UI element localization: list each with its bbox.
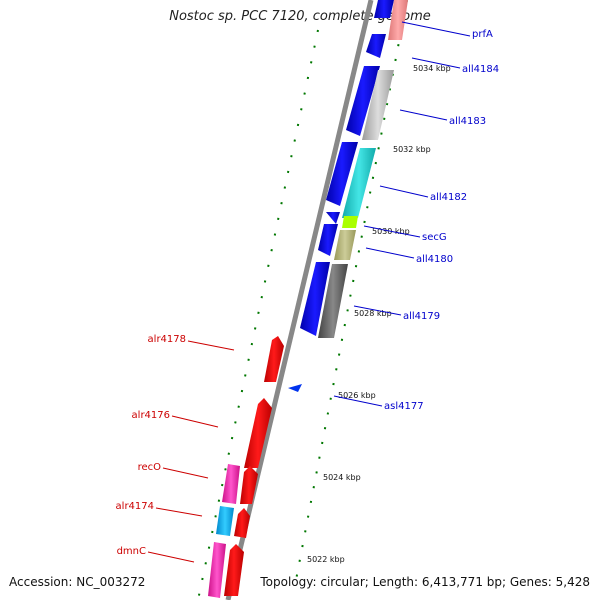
gene-label-recO: recO xyxy=(138,462,162,473)
gene-label-all4182: all4182 xyxy=(430,192,467,203)
gene-secG-blue xyxy=(326,212,340,224)
gene-all4180-olive xyxy=(334,230,356,260)
gene-recO-red xyxy=(240,466,258,504)
gene-secG-lime xyxy=(342,216,358,228)
gene-alr4174-red xyxy=(234,508,250,538)
gene-asl4177-arrow xyxy=(288,384,302,392)
gene-label-all4184: all4184 xyxy=(462,64,499,75)
gene-label-secG: secG xyxy=(422,232,447,243)
inner-tick-track xyxy=(197,29,319,600)
gene-label-all4180: all4180 xyxy=(416,254,453,265)
scale-label: 5024 kbp xyxy=(323,473,361,482)
gene-alr4174-sky xyxy=(216,506,234,536)
gene-all4184-arrow xyxy=(366,34,386,58)
scale-label: 5026 kbp xyxy=(338,391,376,400)
gene-label-dmnC: dmnC xyxy=(117,546,146,557)
scale-label: 5032 kbp xyxy=(393,145,431,154)
forward-gene-label-texts: alr4178 alr4176 recO alr4174 dmnC xyxy=(116,334,186,557)
forward-strand-genes xyxy=(208,336,284,598)
reverse-strand-genes xyxy=(288,0,408,392)
gene-label-all4179: all4179 xyxy=(403,311,440,322)
scale-label: 5034 kbp xyxy=(413,64,451,73)
gene-alr4176-arrow xyxy=(244,398,272,468)
topology-text: Topology: circular; Length: 6,413,771 bp… xyxy=(260,575,590,589)
reverse-gene-label-texts: prfA all4184 all4183 all4182 secG all418… xyxy=(384,29,499,412)
gene-label-asl4177: asl4177 xyxy=(384,401,424,412)
genome-backbone xyxy=(225,0,374,600)
gene-recO-magenta xyxy=(222,464,240,504)
gene-prfA-block xyxy=(388,0,408,40)
forward-gene-labels xyxy=(147,340,235,563)
gene-prfA-arrow xyxy=(374,0,394,18)
gene-label-all4183: all4183 xyxy=(449,116,486,127)
reverse-gene-labels xyxy=(333,21,471,407)
gene-all4183-gray xyxy=(362,70,394,140)
gene-all4180-blue xyxy=(318,224,338,256)
gene-dmnC-red xyxy=(224,544,244,596)
accession-text: Accession: NC_003272 xyxy=(9,575,146,589)
gene-label-alr4174: alr4174 xyxy=(116,501,154,512)
gene-label-prfA: prfA xyxy=(472,29,493,40)
gene-dmnC-magenta xyxy=(208,542,226,598)
gene-all4183-blue xyxy=(346,66,380,136)
gene-alr4178-arrow xyxy=(264,336,284,382)
gene-all4182-cyan xyxy=(342,148,376,218)
gene-all4179-blue xyxy=(300,262,330,336)
gene-label-alr4178: alr4178 xyxy=(148,334,186,345)
scale-label: 5022 kbp xyxy=(307,555,345,564)
gene-label-alr4176: alr4176 xyxy=(132,410,170,421)
gene-all4179-dgray xyxy=(318,264,348,338)
scale-label: 5028 kbp xyxy=(354,309,392,318)
gene-all4182-blue xyxy=(326,142,358,206)
